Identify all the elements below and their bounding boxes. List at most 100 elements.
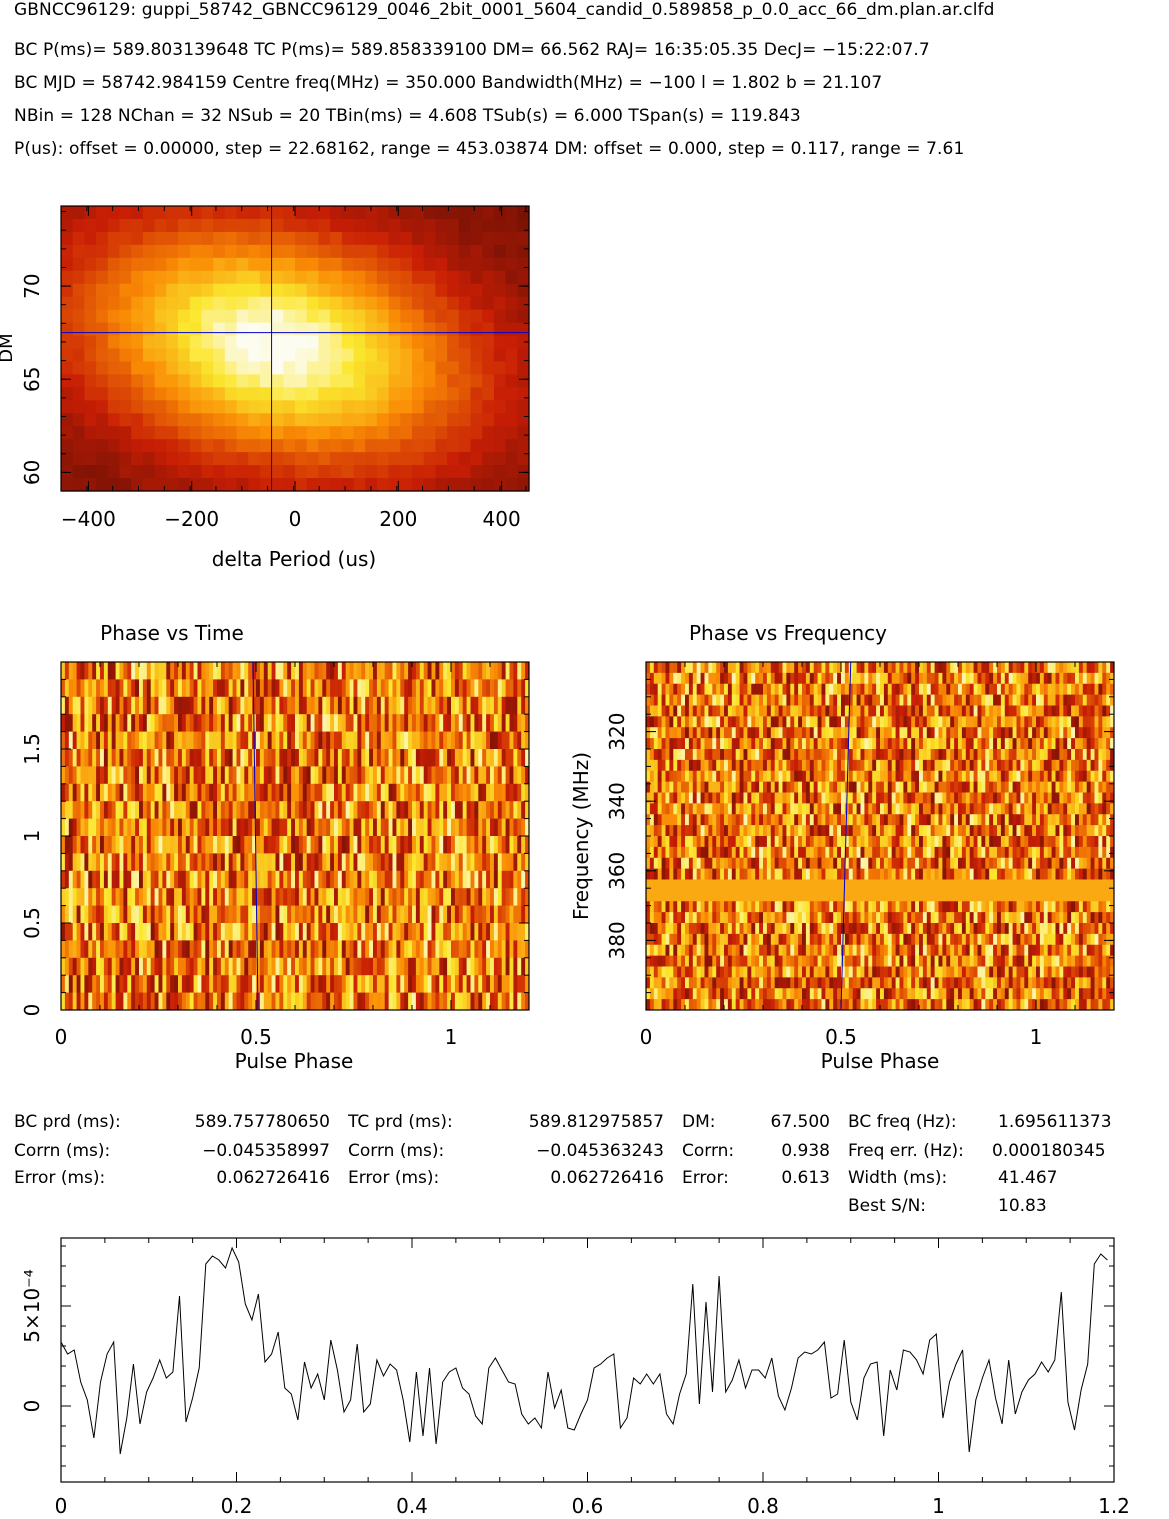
heatmap-cell: [92, 714, 97, 732]
heatmap-cell: [880, 781, 885, 793]
heatmap-cell: [103, 888, 109, 906]
heatmap-cell: [376, 975, 382, 993]
heatmap-cell: [244, 818, 249, 837]
heatmap-cell: [490, 714, 495, 732]
heatmap-cell: [727, 738, 733, 750]
heatmap-cell: [478, 783, 483, 802]
heatmap-cell: [84, 335, 97, 350]
heatmap-cell: [704, 781, 709, 793]
heatmap-cell: [821, 792, 826, 804]
heatmap-cell: [946, 759, 951, 772]
heatmap-cell: [821, 749, 826, 761]
heatmap-cell: [486, 818, 491, 837]
heatmap-cell: [178, 853, 183, 872]
heatmap-cell: [283, 766, 288, 785]
heatmap-cell: [739, 672, 744, 685]
heatmap-cell: [345, 836, 350, 854]
heatmap-cell: [525, 696, 530, 715]
heatmap-cell: [392, 749, 397, 767]
heatmap-cell: [205, 801, 210, 819]
heatmap-cell: [330, 801, 335, 819]
heatmap-cell: [275, 975, 280, 993]
heatmap-cell: [821, 738, 826, 750]
heatmap-cell: [423, 836, 428, 854]
heatmap-cell: [295, 714, 300, 732]
heatmap-cell: [92, 853, 97, 872]
heatmap-cell: [119, 992, 124, 1011]
heatmap-cell: [302, 696, 308, 715]
heatmap-cell: [860, 662, 865, 674]
heatmap-cell: [384, 679, 389, 698]
heatmap-cell: [646, 781, 651, 793]
heatmap-cell: [856, 770, 861, 783]
heatmap-cell: [1028, 738, 1033, 750]
heatmap-cell: [844, 738, 850, 750]
heatmap-cell: [423, 662, 428, 680]
heatmap-cell: [349, 888, 354, 906]
heatmap-cell: [201, 679, 206, 698]
heatmap-cell: [224, 400, 238, 414]
heatmap-cell: [373, 975, 378, 993]
heatmap-cell: [72, 413, 85, 427]
heatmap-cell: [829, 683, 834, 696]
heatmap-cell: [349, 696, 354, 715]
heatmap-cell: [439, 836, 444, 854]
heatmap-cell: [817, 662, 822, 674]
heatmap-cell: [513, 975, 518, 993]
heatmap-cell: [521, 783, 526, 802]
heatmap-cell: [271, 283, 284, 298]
heatmap-cell: [174, 992, 179, 1011]
heatmap-cell: [493, 975, 499, 993]
heatmap-cell: [131, 413, 144, 427]
heatmap-cell: [891, 672, 896, 685]
heatmap-cell: [174, 853, 179, 872]
heatmap-cell: [302, 905, 308, 924]
heatmap-cell: [103, 662, 109, 680]
heatmap-cell: [298, 696, 304, 715]
heatmap-cell: [423, 218, 436, 233]
heatmap-cell: [1078, 716, 1084, 728]
heatmap-cell: [470, 244, 483, 259]
heatmap-cell: [458, 465, 472, 479]
heatmap-cell: [1094, 759, 1099, 772]
heatmap-cell: [107, 426, 121, 440]
heatmap-cell: [470, 218, 483, 233]
heatmap-cell: [817, 694, 822, 706]
heatmap-cell: [248, 322, 261, 337]
heatmap-cell: [1036, 716, 1041, 728]
heatmap-cell: [369, 731, 374, 750]
heatmap-cell: [158, 870, 163, 889]
heatmap-cell: [798, 694, 803, 706]
heatmap-cell: [423, 335, 436, 350]
heatmap-cell: [376, 296, 390, 311]
heatmap-cell: [107, 975, 113, 993]
heatmap-cell: [357, 766, 362, 785]
heatmap-cell: [306, 361, 319, 376]
heatmap-cell: [127, 836, 132, 854]
heatmap-cell: [470, 836, 475, 854]
heatmap-cell: [205, 905, 210, 924]
heatmap-cell: [189, 870, 194, 889]
heatmap-cell: [880, 738, 885, 750]
heatmap-cell: [166, 940, 171, 959]
heatmap-cell: [369, 870, 374, 889]
heatmap-cell: [958, 770, 963, 783]
heatmap-cell: [973, 749, 978, 761]
heatmap-cell: [80, 992, 85, 1011]
heatmap-cell: [318, 662, 323, 680]
heatmap-cell: [1039, 727, 1045, 739]
heatmap-cell: [938, 759, 943, 772]
heatmap-cell: [458, 387, 472, 401]
heatmap-cell: [181, 818, 187, 837]
heatmap-cell: [166, 413, 179, 427]
heatmap-cell: [240, 870, 245, 889]
heatmap-cell: [447, 940, 452, 959]
heatmap-cell: [318, 801, 323, 819]
heatmap-cell: [365, 348, 378, 363]
heatmap-cell: [376, 801, 382, 819]
heatmap-cell: [700, 770, 705, 783]
x-tick-label: 400: [483, 507, 521, 531]
heatmap-cell: [696, 770, 701, 783]
heatmap-cell: [100, 749, 105, 767]
heatmap-cell: [946, 770, 951, 783]
